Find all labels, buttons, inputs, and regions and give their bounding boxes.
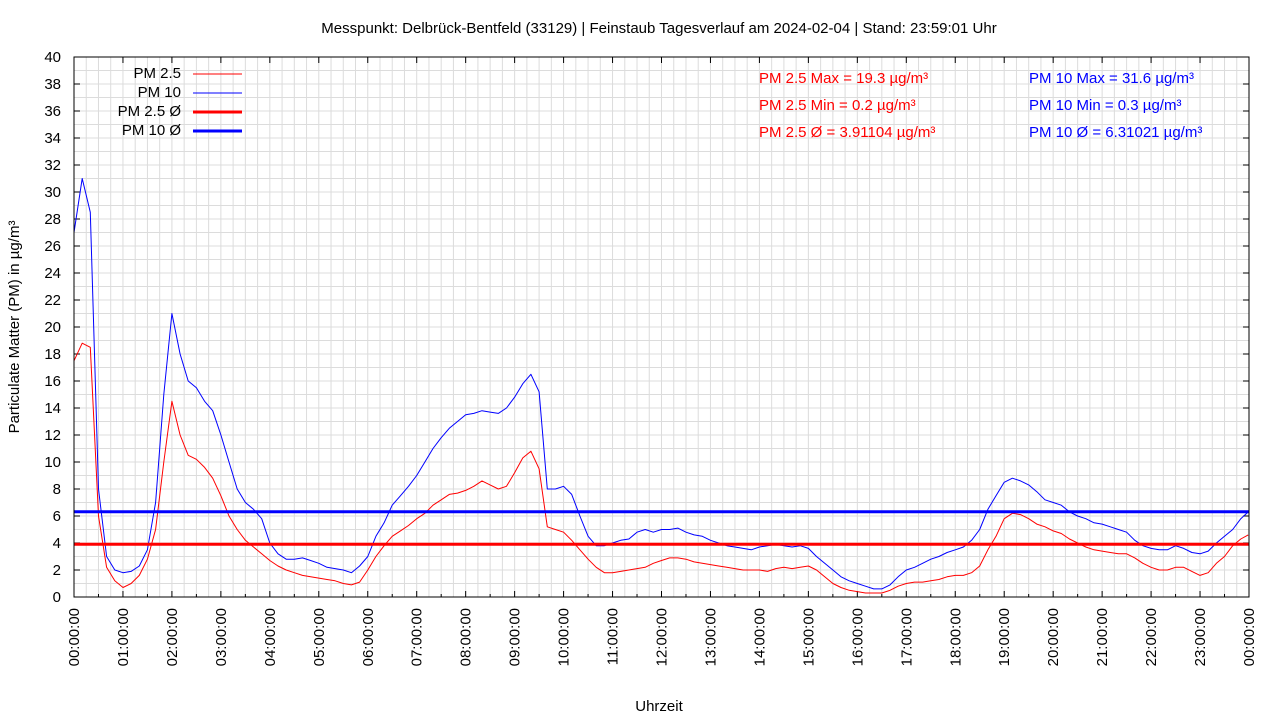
- x-tick-label: 17:00:00: [898, 608, 915, 666]
- x-tick-label: 10:00:00: [556, 608, 573, 666]
- y-tick-label: 22: [44, 292, 61, 309]
- x-tick-label: 01:00:00: [115, 608, 132, 666]
- y-tick-label: 8: [53, 481, 61, 498]
- x-tick-label: 00:00:00: [1241, 608, 1258, 666]
- x-tick-label: 08:00:00: [458, 608, 475, 666]
- y-tick-label: 10: [44, 454, 61, 471]
- x-tick-label: 13:00:00: [702, 608, 719, 666]
- x-tick-label: 04:00:00: [262, 608, 279, 666]
- x-tick-label: 22:00:00: [1143, 608, 1160, 666]
- series-layer: [73, 178, 1249, 594]
- y-tick-label: 12: [44, 427, 61, 444]
- x-tick-label: 19:00:00: [996, 608, 1013, 666]
- x-tick-label: 00:00:00: [66, 608, 83, 666]
- legend-label: PM 10 Ø: [122, 122, 182, 139]
- y-tick-label: 6: [53, 508, 61, 525]
- pm10-stats: PM 10 Max = 31.6 µg/m³ PM 10 Min = 0.3 µ…: [1029, 70, 1202, 141]
- y-tick-label: 16: [44, 373, 61, 390]
- x-tick-label: 15:00:00: [800, 608, 817, 666]
- x-axis-label: Uhrzeit: [635, 698, 683, 715]
- y-axis-label: Particulate Matter (PM) in µg/m³: [6, 221, 23, 434]
- y-tick-label: 20: [44, 319, 61, 336]
- y-tick-label: 32: [44, 157, 61, 174]
- y-tick-label: 24: [44, 265, 61, 282]
- pm25-avg-stat: PM 2.5 Ø = 3.91104 µg/m³: [759, 124, 935, 141]
- x-tick-label: 14:00:00: [751, 608, 768, 666]
- pm10-avg-stat: PM 10 Ø = 6.31021 µg/m³: [1029, 124, 1202, 141]
- y-tick-label: 26: [44, 238, 61, 255]
- x-tick-label: 12:00:00: [654, 608, 671, 666]
- pm25-min-stat: PM 2.5 Min = 0.2 µg/m³: [759, 97, 916, 114]
- x-tick-label: 06:00:00: [360, 608, 377, 666]
- pm10-max-stat: PM 10 Max = 31.6 µg/m³: [1029, 70, 1194, 87]
- y-tick-label: 28: [44, 211, 61, 228]
- x-tick-label: 11:00:00: [605, 608, 622, 665]
- x-tick-label: 21:00:00: [1094, 608, 1111, 666]
- y-tick-label: 4: [53, 535, 61, 552]
- y-tick-label: 40: [44, 49, 61, 66]
- y-tick-label: 14: [44, 400, 61, 417]
- legend-label: PM 2.5 Ø: [118, 103, 182, 120]
- y-tick-label: 34: [44, 130, 61, 147]
- x-tick-label: 18:00:00: [947, 608, 964, 666]
- x-tick-label: 16:00:00: [849, 608, 866, 666]
- x-axis-ticks: 00:00:00 01:00:00 02:00:00 03:00:00 04:00:00…: [66, 57, 1258, 666]
- legend-label: PM 10: [138, 84, 181, 101]
- pm10-min-stat: PM 10 Min = 0.3 µg/m³: [1029, 97, 1181, 114]
- y-tick-label: 0: [53, 589, 61, 606]
- y-tick-label: 2: [53, 562, 61, 579]
- legend: PM 2.5 PM 10 PM 2.5 Ø PM 10 Ø: [118, 65, 242, 139]
- x-tick-label: 07:00:00: [409, 608, 426, 666]
- series-line-pm-2-5: [73, 342, 1249, 594]
- y-tick-label: 30: [44, 184, 61, 201]
- pm25-stats: PM 2.5 Max = 19.3 µg/m³ PM 2.5 Min = 0.2…: [759, 70, 935, 141]
- y-tick-label: 18: [44, 346, 61, 363]
- x-tick-label: 20:00:00: [1045, 608, 1062, 666]
- pm25-max-stat: PM 2.5 Max = 19.3 µg/m³: [759, 70, 928, 87]
- grid: [74, 57, 1249, 597]
- x-tick-label: 23:00:00: [1192, 608, 1209, 666]
- y-tick-label: 36: [44, 103, 61, 120]
- x-tick-label: 09:00:00: [507, 608, 524, 666]
- legend-label: PM 2.5: [133, 65, 181, 82]
- x-tick-label: 03:00:00: [213, 608, 230, 666]
- plot-frame: [73, 56, 1250, 598]
- x-tick-label: 02:00:00: [164, 608, 181, 666]
- chart-title: Messpunkt: Delbrück-Bentfeld (33129) | F…: [321, 20, 996, 37]
- x-tick-label: 05:00:00: [311, 608, 328, 666]
- y-tick-label: 38: [44, 76, 61, 93]
